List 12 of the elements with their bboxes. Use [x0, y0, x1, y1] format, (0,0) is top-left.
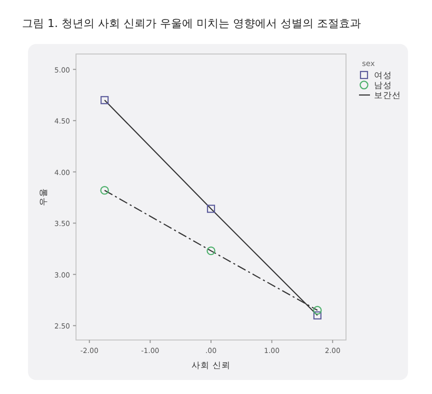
point [313, 311, 322, 320]
point [206, 246, 216, 256]
legend-label: 남성 [374, 81, 392, 91]
legend-label: 여성 [374, 71, 392, 81]
point [100, 96, 109, 104]
text: 보간선 [374, 91, 401, 101]
x-axis-title: 사회 신뢰 [192, 361, 230, 371]
y-axis-title: 우울 [39, 188, 49, 206]
point [100, 186, 109, 195]
point [206, 204, 216, 213]
point [313, 306, 322, 315]
chart-title: 그림 1. 청년의 사회 신뢰가 우울에 미치는 영향에서 성별의 조절효과 [22, 17, 361, 30]
